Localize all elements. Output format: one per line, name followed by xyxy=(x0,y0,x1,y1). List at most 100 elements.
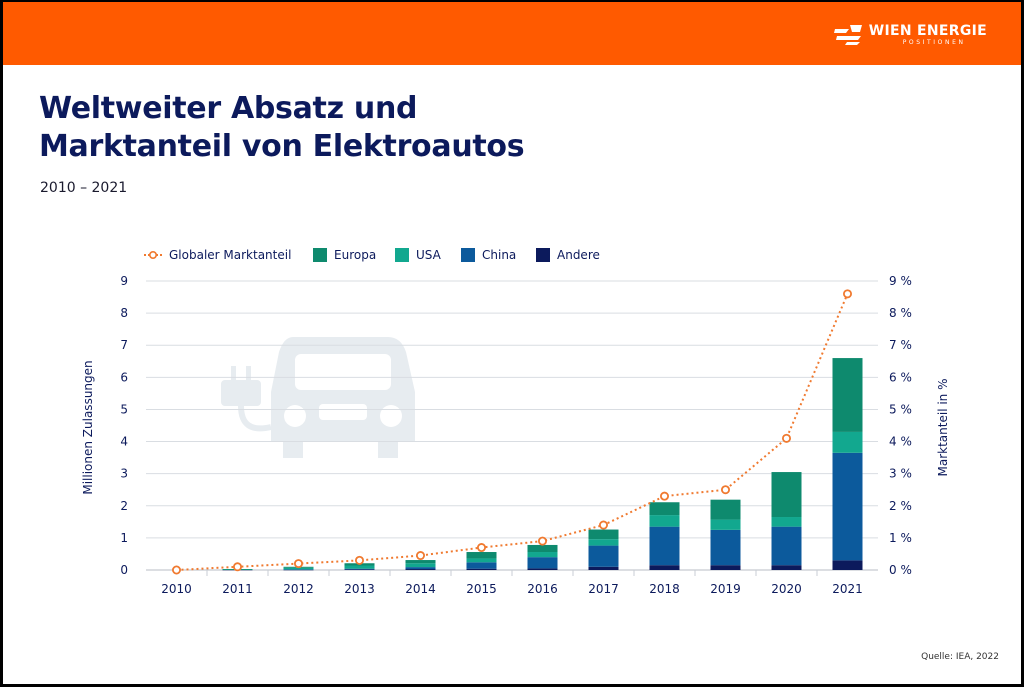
marktanteil-point-2018 xyxy=(660,491,670,501)
y-tick-right: 9 % xyxy=(889,274,912,288)
x-tick-label: 2014 xyxy=(405,582,436,596)
legend-swatch-andere xyxy=(536,248,550,262)
y-tick-left: 2 xyxy=(120,499,128,513)
legend-swatch-europa xyxy=(313,248,327,262)
page-title-line-1: Weltweiter Absatz und xyxy=(39,91,418,126)
bar-china-2018 xyxy=(649,526,680,566)
marktanteil-point-2010 xyxy=(171,565,181,575)
charging-cable xyxy=(238,405,272,432)
y-tick-right: 7 % xyxy=(889,338,912,352)
bar-china-2020 xyxy=(771,526,802,566)
bar-usa-2013 xyxy=(344,565,375,569)
y-tick-right: 1 % xyxy=(889,531,912,545)
slide: WIEN ENERGIE POSITIONEN Weltweiter Absat… xyxy=(3,2,1021,684)
x-tick-label: 2012 xyxy=(283,582,314,596)
marktanteil-point-2013 xyxy=(354,555,364,565)
bar-europa-2021 xyxy=(832,358,863,432)
bar-china-2019 xyxy=(710,529,741,566)
y-tick-left: 7 xyxy=(120,338,128,352)
chart-marktanteil-line xyxy=(171,289,853,575)
y-tick-left: 9 xyxy=(120,274,128,288)
brand-header-bar: WIEN ENERGIE POSITIONEN xyxy=(3,2,1021,65)
bar-china-2015 xyxy=(466,562,497,569)
marktanteil-point-2012 xyxy=(293,559,303,569)
y-tick-right: 5 % xyxy=(889,402,912,416)
legend-label-andere: Andere xyxy=(557,248,600,262)
charging-plug xyxy=(221,380,261,406)
wien-energie-logo: WIEN ENERGIE POSITIONEN xyxy=(833,23,987,53)
marktanteil-point-2020 xyxy=(782,433,792,443)
y-tick-left: 6 xyxy=(120,370,128,384)
y-tick-left: 4 xyxy=(120,435,128,449)
bar-andere-2020 xyxy=(771,565,802,570)
page-subtitle: 2010 – 2021 xyxy=(40,180,128,196)
y-tick-left: 3 xyxy=(120,467,128,481)
bar-andere-2014 xyxy=(405,569,436,570)
y-tick-right: 0 % xyxy=(889,563,912,577)
car-charging-icon xyxy=(221,337,415,458)
bar-usa-2020 xyxy=(771,517,802,527)
bar-usa-2019 xyxy=(710,519,741,530)
y-tick-right: 6 % xyxy=(889,370,912,384)
y-tick-right: 4 % xyxy=(889,435,912,449)
bar-europa-2019 xyxy=(710,499,741,520)
brand-name: WIEN ENERGIE xyxy=(868,23,987,39)
bar-china-2021 xyxy=(832,452,863,561)
bar-andere-2016 xyxy=(527,568,558,570)
bar-europa-2016 xyxy=(527,544,558,553)
legend-swatch-usa xyxy=(395,248,409,262)
bar-europa-2020 xyxy=(771,472,802,518)
y-tick-left: 1 xyxy=(120,531,128,545)
marktanteil-line xyxy=(176,293,849,571)
ev-sales-chart: 0 1 2 3 4 5 6 7 8 9 0 % 1 % 2 % 3 % 4 % 5 % 6 % 7 % 8 % 9 %… xyxy=(81,248,950,596)
legend-label-china: China xyxy=(482,248,516,262)
bar-usa-2015 xyxy=(466,558,497,563)
legend-swatch-china xyxy=(461,248,475,262)
bar-europa-2017 xyxy=(588,529,619,540)
y-tick-right: 2 % xyxy=(889,499,912,513)
y-axis-label-left: Millionen Zulassungen xyxy=(81,360,95,494)
bar-usa-2014 xyxy=(405,563,436,568)
x-tick-label: 2013 xyxy=(344,582,375,596)
plug-pin-2 xyxy=(246,366,251,382)
bar-andere-2013 xyxy=(344,569,375,570)
x-tick-label: 2019 xyxy=(710,582,741,596)
chart-bars xyxy=(222,358,863,571)
x-tick-label: 2016 xyxy=(527,582,558,596)
y-tick-right: 3 % xyxy=(889,467,912,481)
page-title: Weltweiter Absatz und Marktanteil von El… xyxy=(39,90,525,166)
marktanteil-point-2021 xyxy=(843,289,853,299)
y-tick-left: 0 xyxy=(120,563,128,577)
marktanteil-point-2015 xyxy=(476,543,486,553)
car-headlight-right xyxy=(380,405,402,427)
bar-andere-2015 xyxy=(466,568,497,570)
x-tick-label: 2021 xyxy=(832,582,863,596)
marktanteil-point-2014 xyxy=(415,551,425,561)
y-tick-right: 8 % xyxy=(889,306,912,320)
chart-gridlines xyxy=(146,280,878,576)
x-tick-label: 2017 xyxy=(588,582,619,596)
brand-subline: POSITIONEN xyxy=(902,39,966,46)
legend-label-marktanteil: Globaler Marktanteil xyxy=(169,248,291,262)
bar-andere-2019 xyxy=(710,565,741,570)
bar-china-2013 xyxy=(344,568,375,570)
bar-usa-2016 xyxy=(527,552,558,558)
bar-andere-2012 xyxy=(283,569,314,571)
legend-marktanteil-marker xyxy=(149,251,158,260)
y-tick-left: 5 xyxy=(120,402,128,416)
bar-usa-2012 xyxy=(283,567,314,570)
marktanteil-point-2011 xyxy=(232,562,242,572)
page-title-line-2: Marktanteil von Elektroautos xyxy=(39,129,525,164)
marktanteil-point-2017 xyxy=(599,520,609,530)
x-tick-label: 2018 xyxy=(649,582,680,596)
legend-label-usa: USA xyxy=(416,248,442,262)
car-windshield xyxy=(295,354,391,390)
source-note: Quelle: IEA, 2022 xyxy=(921,652,999,662)
legend-label-europa: Europa xyxy=(334,248,376,262)
y-tick-left: 8 xyxy=(120,306,128,320)
bar-china-2014 xyxy=(405,567,436,570)
x-tick-label: 2010 xyxy=(161,582,192,596)
bar-andere-2018 xyxy=(649,565,680,570)
x-tick-label: 2020 xyxy=(771,582,802,596)
x-tick-label: 2011 xyxy=(222,582,253,596)
